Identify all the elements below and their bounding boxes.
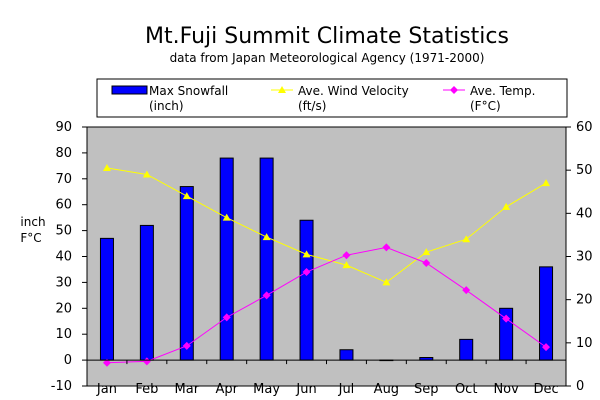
y-axis-label-line-1: inch	[20, 215, 45, 229]
plot-area	[86, 126, 567, 387]
bar-apr	[219, 157, 234, 361]
chart-subtitle: data from Japan Meteorological Agency (1…	[170, 51, 485, 65]
point-1-feb	[142, 357, 151, 366]
point-0-apr	[222, 213, 231, 221]
legend-marker	[278, 86, 286, 93]
point-0-sep	[422, 248, 431, 256]
y-left-tick-label: 20	[55, 301, 72, 316]
point-0-dec	[542, 179, 551, 187]
point-1-mar	[182, 341, 191, 350]
y-left-tick-label: -10	[51, 379, 72, 394]
y-right-tick-label: 30	[576, 250, 593, 265]
y-left-tick-label: 50	[55, 224, 72, 239]
y-axis-label-left: inch F°C	[20, 215, 45, 245]
legend-unit-1: (ft/s)	[298, 99, 326, 113]
y-left-tick-label: 60	[55, 198, 72, 213]
point-0-oct	[462, 235, 471, 243]
y-left-tick-label: 90	[55, 120, 72, 135]
point-1-apr	[222, 313, 231, 322]
point-0-jun	[302, 250, 311, 258]
y-right-tick-label: 0	[576, 379, 584, 394]
y-right-tick-label: 50	[576, 163, 593, 178]
y-left-tick-label: 10	[55, 327, 72, 342]
x-tick-label-nov: Nov	[493, 382, 519, 397]
x-tick-label-jul: Jul	[338, 382, 355, 397]
point-1-nov	[502, 314, 511, 323]
x-tick-label-apr: Apr	[215, 382, 238, 397]
point-0-may	[262, 233, 271, 241]
point-0-mar	[182, 192, 191, 200]
bar-jun	[299, 219, 314, 361]
x-tick-label-oct: Oct	[455, 382, 477, 397]
chart-title: Mt.Fuji Summit Climate Statistics	[145, 24, 509, 49]
point-1-jul	[342, 251, 351, 260]
bar-oct	[459, 338, 474, 361]
bar-jul	[339, 349, 354, 361]
x-tick-label-mar: Mar	[175, 382, 200, 397]
point-0-jul	[342, 261, 351, 269]
legend-label-2: Ave. Temp.	[470, 84, 535, 98]
point-1-aug	[382, 243, 391, 252]
y-right-tick-label: 40	[576, 206, 593, 221]
point-0-aug	[382, 278, 391, 286]
point-1-oct	[462, 286, 471, 295]
legend-swatch-bar	[111, 85, 148, 95]
y-left-tick-label: 40	[55, 250, 72, 265]
y-right-tick-label: 60	[576, 120, 593, 135]
y-axis-label-line-2: F°C	[20, 231, 41, 245]
point-0-jan	[102, 164, 111, 172]
x-tick-label-may: May	[253, 382, 280, 397]
x-tick-label-dec: Dec	[533, 382, 558, 397]
y-left-tick-label: 0	[64, 353, 72, 368]
legend-unit-2: (F°C)	[470, 99, 501, 113]
point-1-may	[262, 291, 271, 300]
legend-unit-0: (inch)	[149, 99, 184, 113]
x-tick-label-aug: Aug	[374, 382, 399, 397]
line-series-1	[106, 246, 547, 364]
bar-jan	[99, 237, 114, 361]
x-tick-label-sep: Sep	[414, 382, 439, 397]
point-1-dec	[542, 343, 551, 352]
bar-feb	[139, 224, 154, 361]
x-tick-label-jan: Jan	[96, 382, 117, 397]
point-1-jan	[102, 358, 111, 367]
legend-label-0: Max Snowfall	[149, 84, 228, 98]
y-right-tick-label: 20	[576, 293, 593, 308]
point-1-sep	[422, 258, 431, 267]
y-left-tick-label: 80	[55, 146, 72, 161]
bar-mar	[179, 186, 194, 361]
x-tick-label-feb: Feb	[135, 382, 158, 397]
legend: Max Snowfall(inch) Ave. Wind Velocity(ft/…	[96, 78, 568, 118]
legend-label-1: Ave. Wind Velocity	[298, 84, 409, 98]
x-tick-label-jun: Jun	[295, 382, 316, 397]
y-left-tick-label: 70	[55, 172, 72, 187]
point-0-feb	[142, 170, 151, 178]
y-right-tick-label: 10	[576, 336, 593, 351]
legend-box	[96, 78, 568, 118]
line-series-0	[106, 167, 547, 283]
point-1-jun	[302, 268, 311, 277]
legend-marker	[450, 86, 458, 94]
y-left-tick-label: 30	[55, 275, 72, 290]
bar-may	[259, 157, 274, 361]
point-0-nov	[502, 202, 511, 210]
